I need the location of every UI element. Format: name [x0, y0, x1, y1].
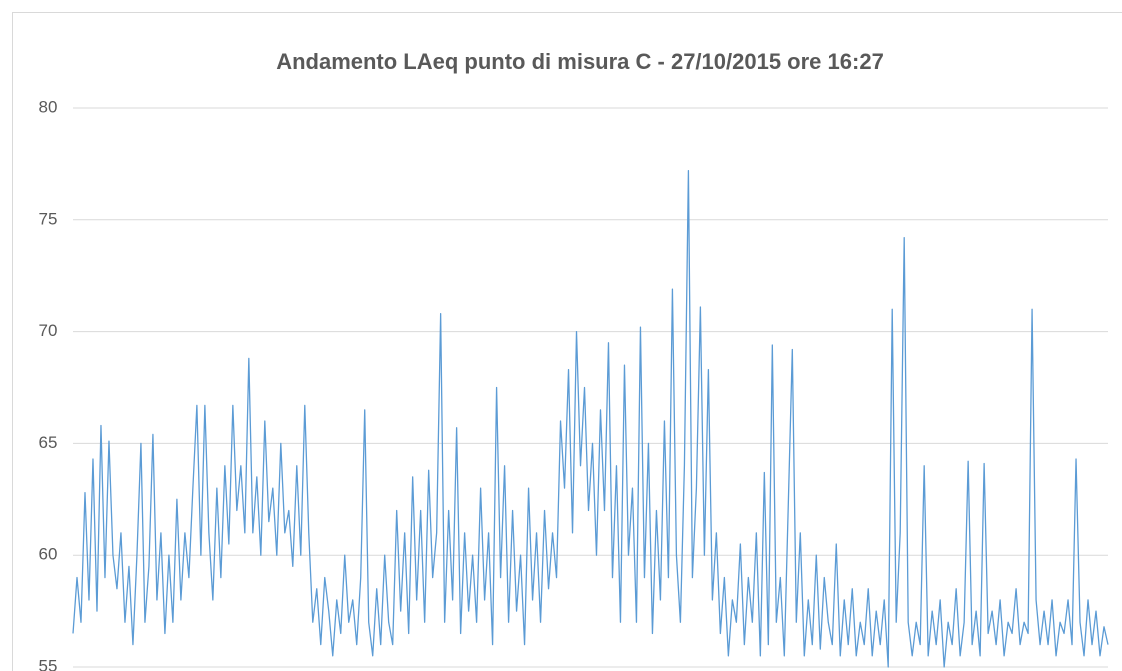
- chart-border: [12, 12, 1122, 671]
- y-tick-label: 60: [39, 545, 58, 564]
- y-tick-label: 55: [39, 656, 58, 671]
- chart-title: Andamento LAeq punto di misura C - 27/10…: [276, 49, 884, 74]
- y-tick-label: 65: [39, 433, 58, 452]
- y-tick-label: 80: [39, 97, 58, 116]
- data-line: [72, 169, 1109, 668]
- y-tick-label: 75: [39, 209, 58, 228]
- y-tick-label: 70: [39, 321, 58, 340]
